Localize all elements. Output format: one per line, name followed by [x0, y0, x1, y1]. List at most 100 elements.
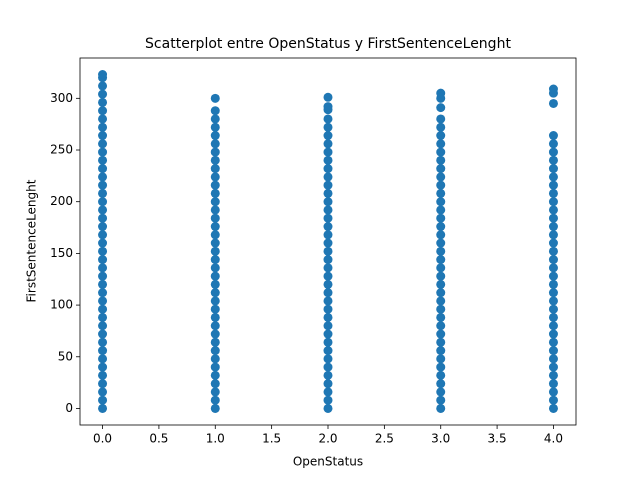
point	[210, 255, 220, 265]
point	[436, 354, 446, 364]
point	[210, 106, 220, 116]
point	[548, 321, 558, 331]
point	[548, 296, 558, 306]
point	[210, 114, 220, 124]
point	[98, 246, 108, 256]
point	[323, 122, 333, 132]
point	[548, 271, 558, 281]
point	[548, 246, 558, 256]
point	[98, 279, 108, 289]
point	[436, 197, 446, 207]
point	[98, 238, 108, 248]
point	[548, 337, 558, 347]
point	[323, 197, 333, 207]
point	[436, 346, 446, 356]
point	[98, 329, 108, 339]
point	[436, 230, 446, 240]
chart-title: Scatterplot entre OpenStatus y FirstSent…	[145, 36, 511, 52]
point	[210, 230, 220, 240]
point	[98, 296, 108, 306]
y-tick-label: 150	[50, 246, 73, 260]
x-tick-label: 0.0	[93, 432, 112, 446]
point	[323, 337, 333, 347]
point	[436, 279, 446, 289]
point	[98, 139, 108, 149]
point	[210, 279, 220, 289]
point	[98, 230, 108, 240]
point	[548, 255, 558, 265]
point	[323, 102, 333, 112]
y-tick-label: 250	[50, 143, 73, 157]
point	[548, 238, 558, 248]
point	[323, 147, 333, 157]
point	[548, 329, 558, 339]
point	[436, 395, 446, 405]
point	[98, 255, 108, 265]
y-axis-label: FirstSentenceLenght	[25, 179, 39, 302]
point	[98, 387, 108, 397]
point	[98, 337, 108, 347]
x-tick-label: 4.0	[544, 432, 563, 446]
point	[436, 321, 446, 331]
point	[548, 84, 558, 94]
point	[210, 246, 220, 256]
x-tick-label: 1.5	[262, 432, 281, 446]
point	[98, 395, 108, 405]
point	[436, 403, 446, 413]
point	[323, 329, 333, 339]
point	[323, 213, 333, 223]
point	[210, 321, 220, 331]
point	[210, 139, 220, 149]
point	[210, 197, 220, 207]
point	[436, 387, 446, 397]
point	[98, 89, 108, 99]
point	[548, 188, 558, 198]
point	[98, 197, 108, 207]
point	[98, 321, 108, 331]
point	[98, 147, 108, 157]
point	[548, 205, 558, 215]
point	[548, 180, 558, 190]
point	[436, 139, 446, 149]
point	[323, 312, 333, 322]
x-tick-label: 3.0	[431, 432, 450, 446]
point	[548, 131, 558, 141]
point	[323, 288, 333, 298]
point	[98, 205, 108, 215]
point	[98, 304, 108, 314]
point	[323, 304, 333, 314]
point	[210, 379, 220, 389]
point	[436, 288, 446, 298]
point	[548, 304, 558, 314]
point	[548, 98, 558, 108]
point	[210, 155, 220, 165]
point	[323, 263, 333, 273]
point	[210, 222, 220, 232]
point	[98, 172, 108, 182]
point	[98, 188, 108, 198]
point	[436, 337, 446, 347]
point	[210, 122, 220, 132]
point	[98, 122, 108, 132]
point	[323, 370, 333, 380]
point	[436, 188, 446, 198]
point	[210, 329, 220, 339]
point	[323, 395, 333, 405]
point	[548, 354, 558, 364]
point	[436, 205, 446, 215]
point	[323, 92, 333, 102]
point	[323, 255, 333, 265]
point	[210, 395, 220, 405]
y-tick-label: 100	[50, 298, 73, 312]
point	[323, 321, 333, 331]
point	[323, 379, 333, 389]
point	[436, 304, 446, 314]
point	[436, 246, 446, 256]
point	[436, 180, 446, 190]
point	[98, 370, 108, 380]
point	[548, 263, 558, 273]
point	[210, 238, 220, 248]
point	[548, 222, 558, 232]
point	[210, 131, 220, 141]
point	[210, 188, 220, 198]
